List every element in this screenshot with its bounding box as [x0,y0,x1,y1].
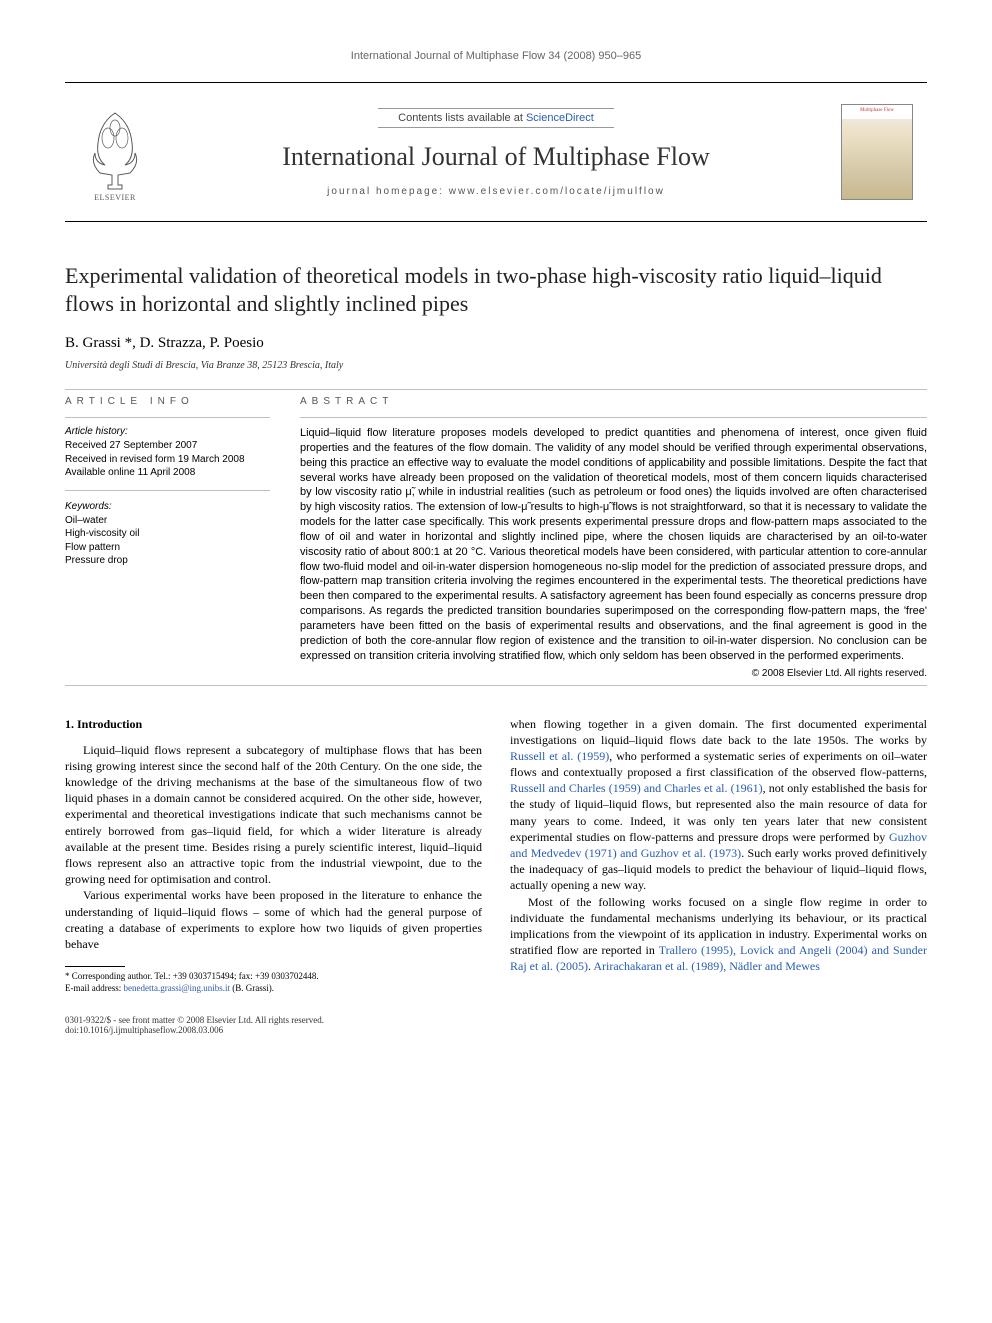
article-info-heading: article info [65,396,270,407]
info-abstract-row: article info Article history: Received 2… [65,396,927,679]
affiliation: Università degli Studi di Brescia, Via B… [65,360,927,371]
masthead-center: Contents lists available at ScienceDirec… [165,83,827,221]
authors-line: B. Grassi *, D. Strazza, P. Poesio [65,335,927,352]
elsevier-tree-icon [80,103,150,193]
sciencedirect-link[interactable]: ScienceDirect [526,112,594,124]
abstract-text: Liquid–liquid flow literature proposes m… [300,426,927,664]
page-footer: 0301-9322/$ - see front matter © 2008 El… [65,1015,927,1035]
journal-homepage-line: journal homepage: www.elsevier.com/locat… [327,186,665,197]
email-link[interactable]: benedetta.grassi@ing.unibs.it [123,983,230,993]
footnote-rule [65,966,125,967]
body-text: Various experimental works have been pro… [65,888,482,951]
history-online: Available online 11 April 2008 [65,466,270,480]
keyword: Flow pattern [65,541,270,555]
divider [65,685,927,686]
homepage-url[interactable]: www.elsevier.com/locate/ijmulflow [449,186,665,197]
divider [65,490,270,491]
keyword: High-viscosity oil [65,527,270,541]
abstract-column: abstract Liquid–liquid flow literature p… [300,396,927,679]
contents-available-line: Contents lists available at ScienceDirec… [378,108,614,128]
cover-title: Multiphase Flow [842,108,912,113]
corresponding-author-footnote: * Corresponding author. Tel.: +39 030371… [65,971,482,983]
body-paragraph: Most of the following works focused on a… [510,894,927,975]
footer-doi: doi:10.1016/j.ijmultiphaseflow.2008.03.0… [65,1025,927,1035]
divider [65,389,927,390]
article-info-column: article info Article history: Received 2… [65,396,270,679]
keyword: Pressure drop [65,554,270,568]
cover-thumb-block: Multiphase Flow [827,83,927,221]
body-text: when flowing together in a given domain.… [510,717,927,747]
journal-masthead: ELSEVIER Contents lists available at Sci… [65,82,927,222]
citation-link[interactable]: Russell and Charles (1959) and Charles e… [510,781,763,795]
footnote-block: * Corresponding author. Tel.: +39 030371… [65,966,482,994]
divider [300,417,927,418]
publisher-logo-block: ELSEVIER [65,83,165,221]
section-title: Introduction [77,717,142,731]
body-paragraph: Various experimental works have been pro… [65,887,482,952]
keywords-block: Keywords: Oil–water High-viscosity oil F… [65,501,270,568]
keyword: Oil–water [65,514,270,528]
citation-link[interactable]: Arirachakaran et al. (1989), Nädler and … [593,959,820,973]
publisher-label: ELSEVIER [80,193,150,202]
abstract-heading: abstract [300,396,927,407]
section-number: 1. [65,717,74,731]
divider [65,417,270,418]
body-two-column: 1. Introduction Liquid–liquid flows repr… [65,716,927,995]
abstract-copyright: © 2008 Elsevier Ltd. All rights reserved… [300,668,927,679]
citation-link[interactable]: Russell et al. (1959) [510,749,609,763]
history-revised: Received in revised form 19 March 2008 [65,453,270,467]
contents-prefix: Contents lists available at [398,112,526,124]
running-head: International Journal of Multiphase Flow… [65,50,927,62]
section-heading: 1. Introduction [65,716,482,732]
article-title: Experimental validation of theoretical m… [65,262,927,317]
body-paragraph: when flowing together in a given domain.… [510,716,927,894]
email-label: E-mail address: [65,983,121,993]
article-history-heading: Article history: [65,426,270,437]
email-attrib: (B. Grassi). [232,983,274,993]
body-paragraph: Liquid–liquid flows represent a subcateg… [65,742,482,888]
footer-front-matter: 0301-9322/$ - see front matter © 2008 El… [65,1015,927,1025]
keywords-heading: Keywords: [65,501,270,512]
homepage-prefix: journal homepage: [327,186,449,197]
email-footnote: E-mail address: benedetta.grassi@ing.uni… [65,983,482,995]
journal-name: International Journal of Multiphase Flow [282,142,709,172]
history-received: Received 27 September 2007 [65,439,270,453]
journal-cover-icon: Multiphase Flow [841,104,913,200]
